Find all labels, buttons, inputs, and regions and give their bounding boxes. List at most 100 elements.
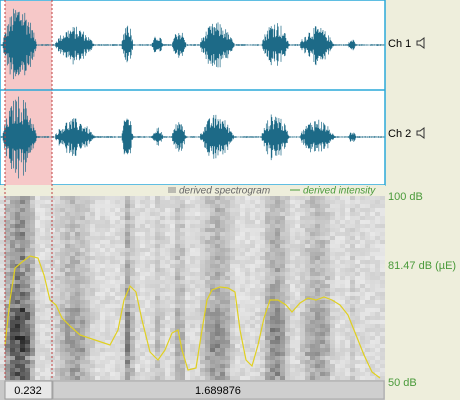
spectrogram-cell — [375, 344, 380, 348]
spectrogram-cell — [145, 364, 150, 368]
spectrogram-cell — [180, 220, 185, 224]
spectrogram-cell — [185, 276, 190, 280]
spectrogram-cell — [175, 344, 180, 348]
spectrogram-cell — [350, 228, 355, 232]
spectrogram-cell — [185, 208, 190, 212]
spectrogram-cell — [365, 244, 370, 248]
spectrogram-cell — [295, 352, 300, 356]
spectrogram-cell — [270, 312, 275, 316]
spectrogram-cell — [70, 324, 75, 328]
spectrogram-cell — [95, 216, 100, 220]
spectrogram-cell — [55, 248, 60, 252]
spectrogram-cell — [20, 368, 25, 372]
spectrogram-cell — [0, 244, 5, 248]
spectrogram-cell — [145, 296, 150, 300]
spectrogram-cell — [330, 328, 335, 332]
spectrogram-cell — [150, 200, 155, 204]
spectrogram-cell — [210, 280, 215, 284]
spectrogram-cell — [95, 300, 100, 304]
mute-icon[interactable] — [416, 37, 425, 49]
spectrogram-cell — [95, 332, 100, 336]
spectrogram-cell — [25, 240, 30, 244]
spectrogram-cell — [360, 260, 365, 264]
spectrogram-cell — [30, 308, 35, 312]
spectrogram-cell — [150, 372, 155, 376]
spectrogram-cell — [65, 224, 70, 228]
spectrogram-cell — [220, 200, 225, 204]
spectrogram-cell — [325, 376, 330, 380]
spectrogram-cell — [150, 328, 155, 332]
spectrogram-cell — [70, 328, 75, 332]
spectrogram-cell — [310, 200, 315, 204]
spectrogram-cell — [340, 352, 345, 356]
spectrogram-cell — [340, 364, 345, 368]
spectrogram-cell — [135, 316, 140, 320]
spectrogram-cell — [150, 336, 155, 340]
spectrogram-cell — [345, 280, 350, 284]
spectrogram-cell — [145, 288, 150, 292]
spectrogram-cell — [55, 348, 60, 352]
spectrogram-cell — [155, 284, 160, 288]
spectrogram-cell — [380, 340, 385, 344]
spectrogram-cell — [60, 356, 65, 360]
spectrogram-cell — [335, 320, 340, 324]
spectrogram-cell — [365, 220, 370, 224]
spectrogram-cell — [5, 224, 10, 228]
spectrogram-cell — [190, 348, 195, 352]
spectrogram-cell — [330, 300, 335, 304]
spectrogram-cell — [375, 256, 380, 260]
spectrogram-cell — [255, 256, 260, 260]
spectrogram-cell — [345, 196, 350, 200]
spectrogram-cell — [75, 260, 80, 264]
spectrogram-cell — [225, 360, 230, 364]
spectrogram-cell — [130, 232, 135, 236]
spectrogram-cell — [315, 356, 320, 360]
spectrogram-cell — [245, 364, 250, 368]
spectrogram-cell — [345, 300, 350, 304]
spectrogram-cell — [195, 292, 200, 296]
spectrogram-cell — [345, 352, 350, 356]
spectrogram-cell — [0, 340, 5, 344]
spectrogram-cell — [105, 276, 110, 280]
spectrogram-cell — [200, 368, 205, 372]
spectrogram-cell — [315, 204, 320, 208]
spectrogram-cell — [325, 336, 330, 340]
spectrogram-cell — [375, 232, 380, 236]
spectrogram-cell — [375, 208, 380, 212]
spectrogram-cell — [325, 224, 330, 228]
spectrogram-cell — [115, 224, 120, 228]
spectrogram-cell — [170, 332, 175, 336]
spectrogram-cell — [90, 336, 95, 340]
spectrogram-cell — [155, 352, 160, 356]
spectrogram-cell — [110, 224, 115, 228]
spectrogram-cell — [205, 224, 210, 228]
spectrogram-cell — [60, 228, 65, 232]
spectrogram-cell — [165, 316, 170, 320]
spectrogram-cell — [210, 196, 215, 200]
spectrogram-cell — [350, 288, 355, 292]
spectrogram-cell — [255, 208, 260, 212]
spectrogram-cell — [5, 368, 10, 372]
total-duration-box[interactable] — [52, 380, 385, 400]
mute-icon[interactable] — [416, 127, 425, 139]
spectrogram-cell — [195, 288, 200, 292]
spectrogram-cell — [140, 264, 145, 268]
spectrogram-cell — [40, 296, 45, 300]
spectrogram-cell — [315, 200, 320, 204]
spectrogram-cell — [65, 244, 70, 248]
selection-duration-box[interactable] — [4, 380, 53, 400]
spectrogram-cell — [150, 272, 155, 276]
spectrogram-cell — [340, 304, 345, 308]
spectrogram-cell — [215, 348, 220, 352]
spectrogram-cell — [65, 300, 70, 304]
spectrogram-cell — [230, 328, 235, 332]
spectrogram-cell — [285, 356, 290, 360]
spectrogram-cell — [335, 212, 340, 216]
spectrogram-cell — [320, 284, 325, 288]
spectrogram-cell — [30, 292, 35, 296]
spectrogram-cell — [290, 272, 295, 276]
spectrogram-cell — [45, 284, 50, 288]
spectrogram-cell — [175, 248, 180, 252]
spectrogram-cell — [0, 248, 5, 252]
spectrogram-cell — [140, 372, 145, 376]
